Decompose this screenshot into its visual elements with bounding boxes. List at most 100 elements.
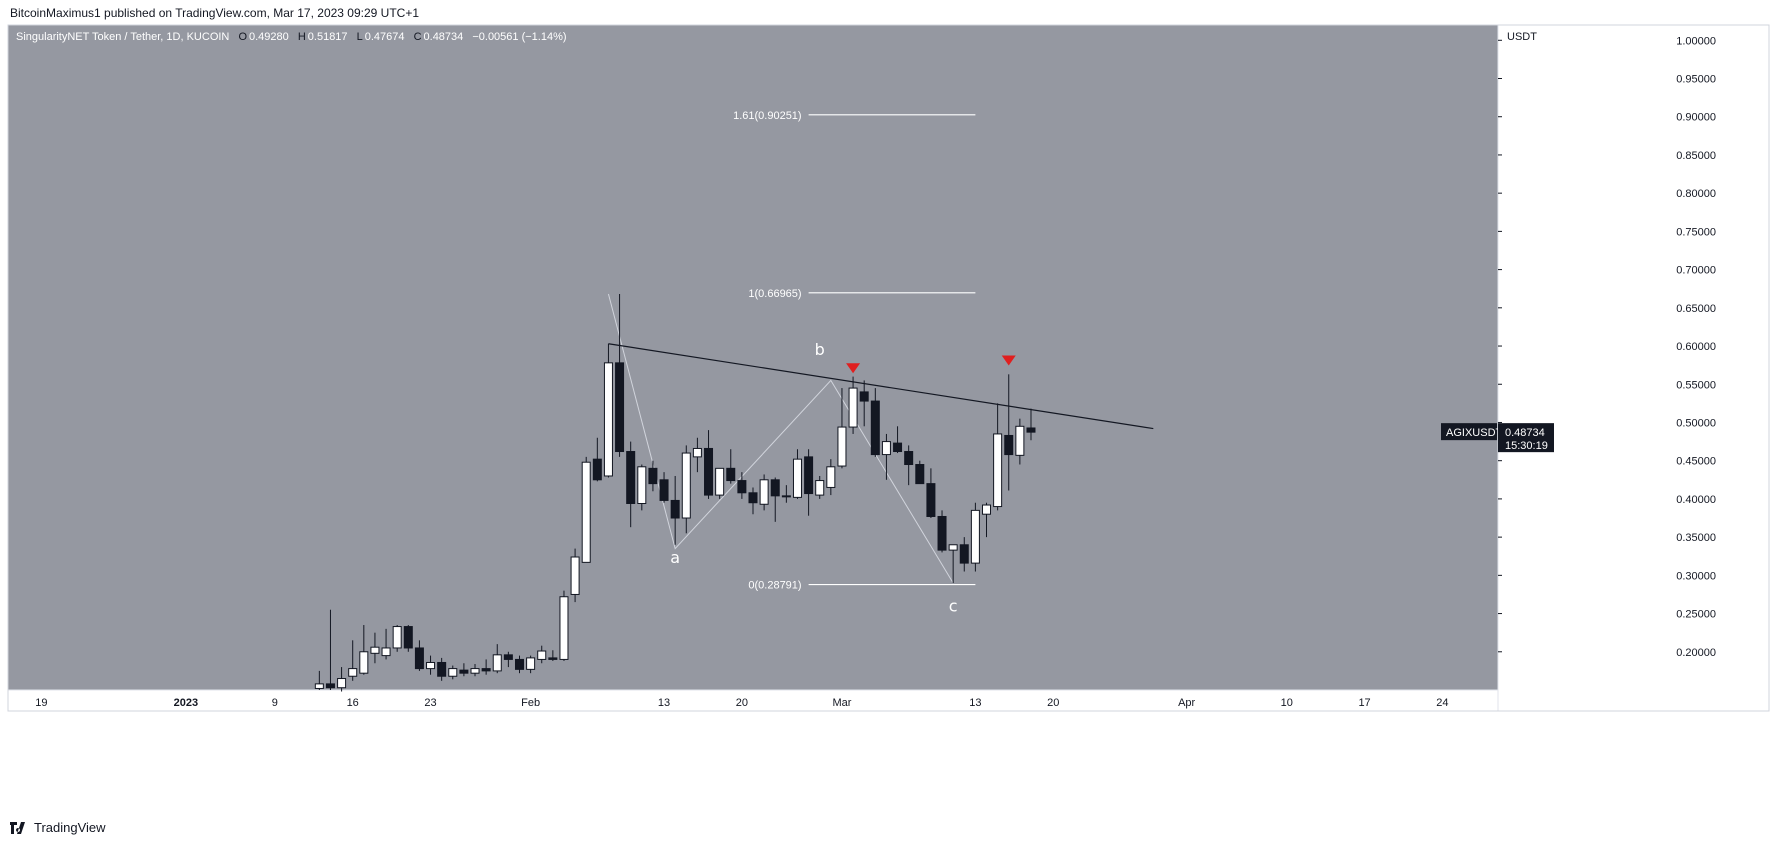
candle-body [859,391,869,402]
candle-body [459,669,469,674]
candle-body [1015,425,1025,456]
y-tick-label: 0.35000 [1676,532,1716,544]
candle-body [370,646,380,654]
candle [437,657,447,681]
price-axis[interactable] [1497,24,1770,712]
candle [559,590,569,661]
tradingview-logo[interactable]: TradingView [10,820,106,835]
candle-body [437,661,447,677]
candle [904,445,914,486]
candle [392,625,402,652]
candle-body [392,626,402,649]
y-tick-label: 0.65000 [1676,303,1716,315]
price-badge [1498,423,1554,453]
candle [337,667,347,692]
y-tick-label: 0.40000 [1676,494,1716,506]
candle-body [804,456,814,495]
y-tick-label: 0.45000 [1676,456,1716,468]
candle [514,655,524,674]
y-tick-label: 0.55000 [1676,379,1716,391]
candle [426,655,436,675]
y-tick-label: 0.70000 [1676,265,1716,277]
x-tick-label: 20 [736,697,748,709]
candle-body [893,442,903,453]
candle [414,640,424,671]
y-tick-label: 0.85000 [1676,150,1716,162]
abc-zigzag[interactable] [607,293,954,584]
legend-line: SingularityNET Token / Tether, 1D, KUCOI… [16,31,567,43]
candle [592,437,602,482]
legend-c-label: C [414,31,422,43]
candle-body [759,479,769,505]
fib-level-label: 1(0.66965) [748,288,801,300]
time-axis[interactable] [7,689,1499,712]
x-tick-label: 13 [969,697,981,709]
candle-body [1004,434,1014,456]
candle-body [470,668,480,674]
candle [648,460,658,492]
wave-label-b: b [815,340,825,359]
candle [948,544,958,583]
candle [681,445,691,534]
tradingview-brand: TradingView [34,820,106,835]
candle-body [815,480,825,496]
candle [603,343,613,478]
candle-body [615,362,625,453]
candle-body [881,441,891,456]
y-tick-label: 0.95000 [1676,74,1716,86]
candle-body [492,654,502,672]
y-tick-label: 0.90000 [1676,112,1716,124]
candle [348,640,358,681]
candle-body [1026,427,1036,433]
candle [737,472,747,499]
y-tick-label: 0.75000 [1676,226,1716,238]
candle [548,650,558,661]
candle [848,376,858,434]
x-axis-ticks: 19 2023 9 16 23 Feb 13 20 Mar 13 20 Apr 10 17 24 [35,697,1448,709]
resistance-marker [846,363,861,374]
candle [792,449,802,499]
chart-border [7,24,1770,712]
candle-body [448,668,458,677]
legend: SingularityNET Token / Tether, 1D, KUCOI… [16,31,567,43]
candle-body [982,504,992,515]
candle [959,537,969,572]
candle-body [959,544,969,564]
candle-body [559,596,569,660]
x-tick-label: 2023 [174,697,198,709]
y-tick-label: 0.20000 [1676,647,1716,659]
candle [615,294,625,457]
candle [726,449,736,484]
candle-body [403,626,413,649]
candle-body [626,451,636,504]
candle [781,485,791,503]
candle-body [726,467,736,482]
plot-area[interactable] [8,25,1498,690]
fibonacci-levels[interactable]: 1.61(0.90251) 1(0.66965) 0(0.28791) [733,110,976,592]
candle [492,644,502,674]
candle [481,659,491,675]
x-tick-label: 20 [1047,697,1059,709]
candle [637,464,647,511]
trendline-group[interactable] [608,343,1154,430]
candle-body [704,447,714,496]
candle-body [993,433,1003,508]
tradingview-logo-icon [10,821,25,834]
candle [670,475,680,545]
candle [804,449,814,516]
zigzag-line [607,293,954,584]
y-tick-label: 0.80000 [1676,188,1716,200]
legend-l-value: 0.47674 [365,31,405,43]
candle-body [314,683,324,689]
candle-body [581,461,591,563]
candle [926,468,936,519]
candle-body [648,467,658,485]
x-tick-label: Mar [832,697,851,709]
candle [359,625,369,675]
legend-o-label: O [238,31,247,43]
candle-body [481,668,491,672]
candle-body [603,362,613,477]
legend-o-value: 0.49280 [249,31,289,43]
candle-body [359,651,369,674]
